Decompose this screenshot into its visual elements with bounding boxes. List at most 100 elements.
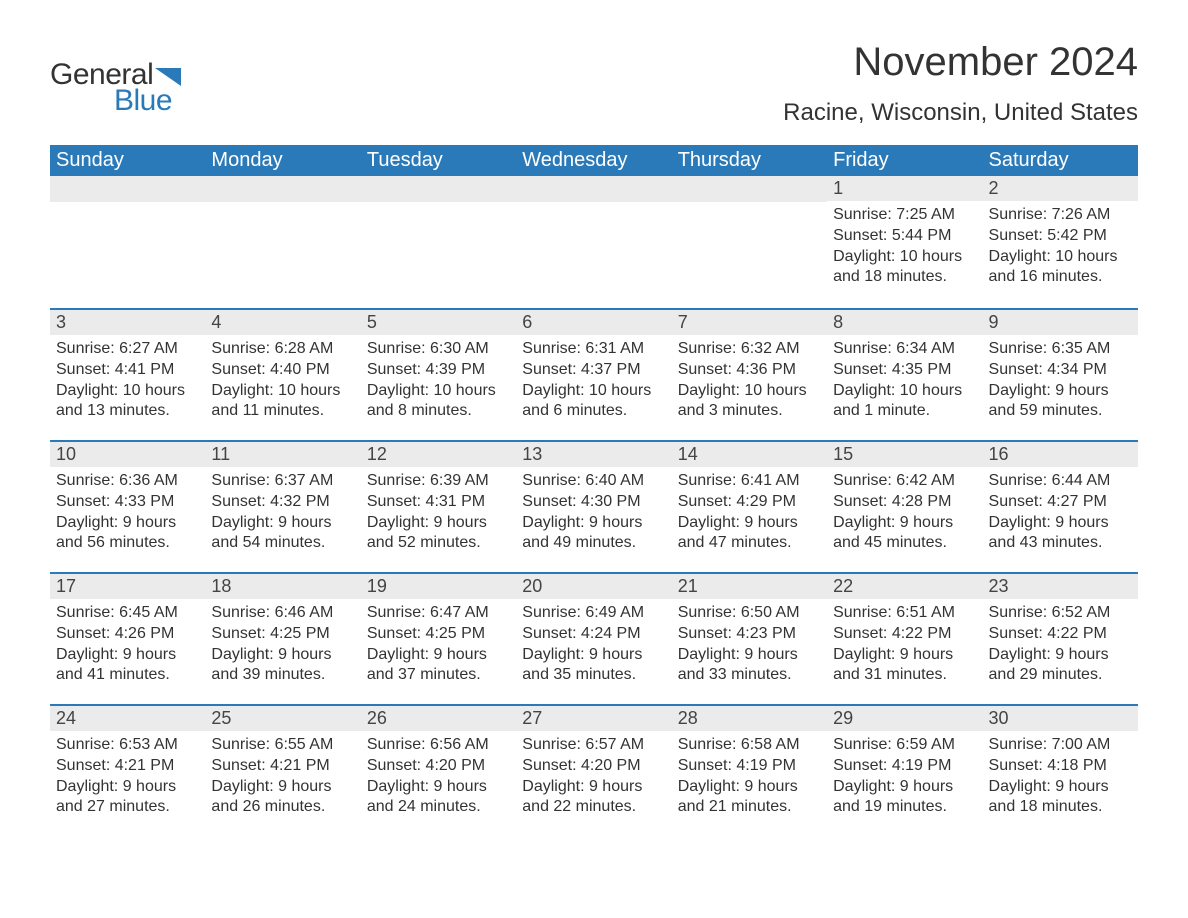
day-cell: 6Sunrise: 6:31 AMSunset: 4:37 PMDaylight… [516, 308, 671, 440]
day-number: 21 [672, 572, 827, 599]
sunrise-line: Sunrise: 7:26 AM [989, 205, 1132, 226]
sunrise-line: Sunrise: 6:49 AM [522, 603, 665, 624]
day-cell: 26Sunrise: 6:56 AMSunset: 4:20 PMDayligh… [361, 704, 516, 836]
sunset-line: Sunset: 4:22 PM [989, 624, 1132, 645]
day-cell: 1Sunrise: 7:25 AMSunset: 5:44 PMDaylight… [827, 176, 982, 308]
daylight-line: Daylight: 9 hours and 18 minutes. [989, 777, 1132, 819]
empty-cell [50, 176, 205, 308]
day-number: 27 [516, 704, 671, 731]
daylight-line: Daylight: 10 hours and 16 minutes. [989, 247, 1132, 289]
sunrise-line: Sunrise: 6:34 AM [833, 339, 976, 360]
daylight-line: Daylight: 9 hours and 26 minutes. [211, 777, 354, 819]
daylight-line: Daylight: 10 hours and 8 minutes. [367, 381, 510, 423]
day-number: 26 [361, 704, 516, 731]
daylight-line: Daylight: 9 hours and 31 minutes. [833, 645, 976, 687]
day-cell: 15Sunrise: 6:42 AMSunset: 4:28 PMDayligh… [827, 440, 982, 572]
sunset-line: Sunset: 4:39 PM [367, 360, 510, 381]
day-cell: 19 Sunrise: 6:47 AMSunset: 4:25 PMDayligh… [361, 572, 516, 704]
day-cell: 27 Sunrise: 6:57 AMSunset: 4:20 PMDayligh… [516, 704, 671, 836]
day-number: 19 [361, 572, 516, 599]
day-info: Sunrise: 6:36 AMSunset: 4:33 PMDaylight:… [56, 471, 199, 554]
day-number: 16 [983, 440, 1138, 467]
empty-cell [361, 176, 516, 308]
sunset-line: Sunset: 5:44 PM [833, 226, 976, 247]
day-cell: 14 Sunrise: 6:41 AMSunset: 4:29 PMDayligh… [672, 440, 827, 572]
sunset-line: Sunset: 4:21 PM [56, 756, 199, 777]
day-number: 8 [827, 308, 982, 335]
day-number: 4 [205, 308, 360, 335]
empty-daynum-bar [672, 176, 827, 202]
day-cell: 21 Sunrise: 6:50 AMSunset: 4:23 PMDayligh… [672, 572, 827, 704]
daylight-line: Daylight: 9 hours and 41 minutes. [56, 645, 199, 687]
sunset-line: Sunset: 4:37 PM [522, 360, 665, 381]
day-number: 30 [983, 704, 1138, 731]
sunrise-line: Sunrise: 6:47 AM [367, 603, 510, 624]
week-row: 24Sunrise: 6:53 AMSunset: 4:21 PMDayligh… [50, 704, 1138, 836]
column-header: Friday [827, 145, 982, 176]
day-number: 15 [827, 440, 982, 467]
daylight-line: Daylight: 10 hours and 13 minutes. [56, 381, 199, 423]
sunset-line: Sunset: 4:20 PM [367, 756, 510, 777]
sunset-line: Sunset: 4:23 PM [678, 624, 821, 645]
sunset-line: Sunset: 4:36 PM [678, 360, 821, 381]
sunset-line: Sunset: 4:19 PM [833, 756, 976, 777]
daylight-line: Daylight: 10 hours and 18 minutes. [833, 247, 976, 289]
empty-cell [672, 176, 827, 308]
daylight-line: Daylight: 9 hours and 39 minutes. [211, 645, 354, 687]
sunset-line: Sunset: 4:21 PM [211, 756, 354, 777]
sunset-line: Sunset: 4:20 PM [522, 756, 665, 777]
daylight-line: Daylight: 9 hours and 47 minutes. [678, 513, 821, 555]
daylight-line: Daylight: 9 hours and 35 minutes. [522, 645, 665, 687]
daylight-line: Daylight: 9 hours and 27 minutes. [56, 777, 199, 819]
day-number: 7 [672, 308, 827, 335]
empty-daynum-bar [516, 176, 671, 202]
day-info: Sunrise: 6:46 AMSunset: 4:25 PMDaylight:… [211, 603, 354, 686]
sunrise-line: Sunrise: 6:37 AM [211, 471, 354, 492]
day-info: Sunrise: 6:35 AMSunset: 4:34 PMDaylight:… [989, 339, 1132, 422]
sunrise-line: Sunrise: 6:32 AM [678, 339, 821, 360]
day-number: 12 [361, 440, 516, 467]
day-cell: 11Sunrise: 6:37 AMSunset: 4:32 PMDayligh… [205, 440, 360, 572]
day-cell: 8 Sunrise: 6:34 AMSunset: 4:35 PMDaylight… [827, 308, 982, 440]
sunrise-line: Sunrise: 6:41 AM [678, 471, 821, 492]
day-number: 2 [983, 176, 1138, 201]
day-cell: 12 Sunrise: 6:39 AMSunset: 4:31 PMDayligh… [361, 440, 516, 572]
day-info: Sunrise: 6:27 AMSunset: 4:41 PMDaylight:… [56, 339, 199, 422]
column-header: Monday [205, 145, 360, 176]
month-title: November 2024 [783, 40, 1138, 85]
day-cell: 4 Sunrise: 6:28 AMSunset: 4:40 PMDaylight… [205, 308, 360, 440]
sunset-line: Sunset: 4:27 PM [989, 492, 1132, 513]
day-number: 22 [827, 572, 982, 599]
calendar-table: SundayMondayTuesdayWednesdayThursdayFrid… [50, 145, 1138, 836]
day-number: 3 [50, 308, 205, 335]
sunset-line: Sunset: 4:18 PM [989, 756, 1132, 777]
sunset-line: Sunset: 4:33 PM [56, 492, 199, 513]
week-row: 17Sunrise: 6:45 AMSunset: 4:26 PMDayligh… [50, 572, 1138, 704]
sunset-line: Sunset: 4:22 PM [833, 624, 976, 645]
day-info: Sunrise: 6:39 AMSunset: 4:31 PMDaylight:… [367, 471, 510, 554]
day-number: 1 [827, 176, 982, 201]
week-row: 3 Sunrise: 6:27 AMSunset: 4:41 PMDaylight… [50, 308, 1138, 440]
daylight-line: Daylight: 9 hours and 24 minutes. [367, 777, 510, 819]
empty-cell [205, 176, 360, 308]
day-info: Sunrise: 6:28 AMSunset: 4:40 PMDaylight:… [211, 339, 354, 422]
daylight-line: Daylight: 9 hours and 54 minutes. [211, 513, 354, 555]
logo-text-blue: Blue [114, 84, 172, 118]
day-info: Sunrise: 6:41 AMSunset: 4:29 PMDaylight:… [678, 471, 821, 554]
daylight-line: Daylight: 10 hours and 3 minutes. [678, 381, 821, 423]
day-cell: 16Sunrise: 6:44 AMSunset: 4:27 PMDayligh… [983, 440, 1138, 572]
day-info: Sunrise: 6:50 AMSunset: 4:23 PMDaylight:… [678, 603, 821, 686]
sunrise-line: Sunrise: 6:35 AM [989, 339, 1132, 360]
day-info: Sunrise: 6:34 AMSunset: 4:35 PMDaylight:… [833, 339, 976, 422]
column-header: Tuesday [361, 145, 516, 176]
empty-cell [516, 176, 671, 308]
day-number: 14 [672, 440, 827, 467]
day-info: Sunrise: 6:57 AMSunset: 4:20 PMDaylight:… [522, 735, 665, 818]
week-row: 1Sunrise: 7:25 AMSunset: 5:44 PMDaylight… [50, 176, 1138, 308]
column-header: Sunday [50, 145, 205, 176]
logo: General Blue [50, 58, 181, 118]
day-info: Sunrise: 6:47 AMSunset: 4:25 PMDaylight:… [367, 603, 510, 686]
empty-daynum-bar [50, 176, 205, 202]
day-cell: 28Sunrise: 6:58 AMSunset: 4:19 PMDayligh… [672, 704, 827, 836]
day-cell: 3 Sunrise: 6:27 AMSunset: 4:41 PMDaylight… [50, 308, 205, 440]
